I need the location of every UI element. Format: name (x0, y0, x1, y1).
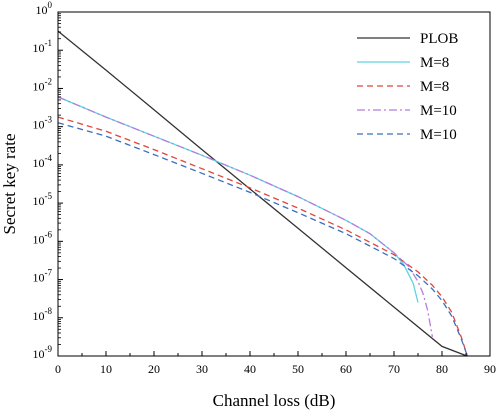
y-axis-title: Secret key rate (0, 134, 19, 235)
y-tick-label: 10-3 (33, 115, 53, 132)
legend-label-5: M=10 (420, 127, 457, 143)
y-tick-label: 10-9 (33, 344, 53, 361)
legend: PLOB M=8 M=8 M=10 M=10 (357, 31, 458, 143)
x-tick-label: 30 (196, 362, 208, 376)
x-tick-label: 70 (388, 362, 400, 376)
x-tick-label: 90 (484, 362, 496, 376)
x-tick-label: 10 (100, 362, 112, 376)
x-tick-label: 60 (340, 362, 352, 376)
y-tick-label: 10-6 (33, 229, 53, 246)
plot-frame (57, 11, 491, 357)
x-tick-label: 40 (244, 362, 256, 376)
legend-label-3: M=8 (420, 79, 449, 95)
y-tick-label: 10-1 (33, 38, 53, 55)
x-tick-label: 50 (292, 362, 304, 376)
y-tick-label: 10-7 (33, 268, 53, 285)
series-line-5 (57, 122, 469, 357)
series-lines (57, 30, 469, 357)
legend-label-2: M=8 (420, 55, 449, 71)
y-ticks: 100 10-1 10-2 10-3 10-4 10-5 10-6 10-7 10-8 10-9 (33, 0, 63, 361)
series-line-3 (57, 116, 469, 357)
y-tick-label: 10-5 (33, 191, 53, 208)
x-tick-label: 80 (436, 362, 448, 376)
series-line-2 (57, 96, 419, 303)
series-line-1 (57, 30, 468, 357)
x-tick-label: 0 (55, 362, 61, 376)
y-tick-label: 100 (36, 0, 53, 17)
x-axis-title: Channel loss (dB) (213, 391, 336, 410)
legend-label-4: M=10 (420, 103, 457, 119)
x-ticks: 0 10 20 30 40 50 60 70 80 90 (55, 351, 496, 376)
series-line-4 (57, 96, 434, 338)
y-tick-label: 10-4 (33, 153, 53, 170)
y-tick-label: 10-8 (33, 306, 53, 323)
x-tick-label: 20 (148, 362, 160, 376)
legend-label-1: PLOB (420, 31, 458, 47)
y-tick-label: 10-2 (33, 76, 53, 93)
